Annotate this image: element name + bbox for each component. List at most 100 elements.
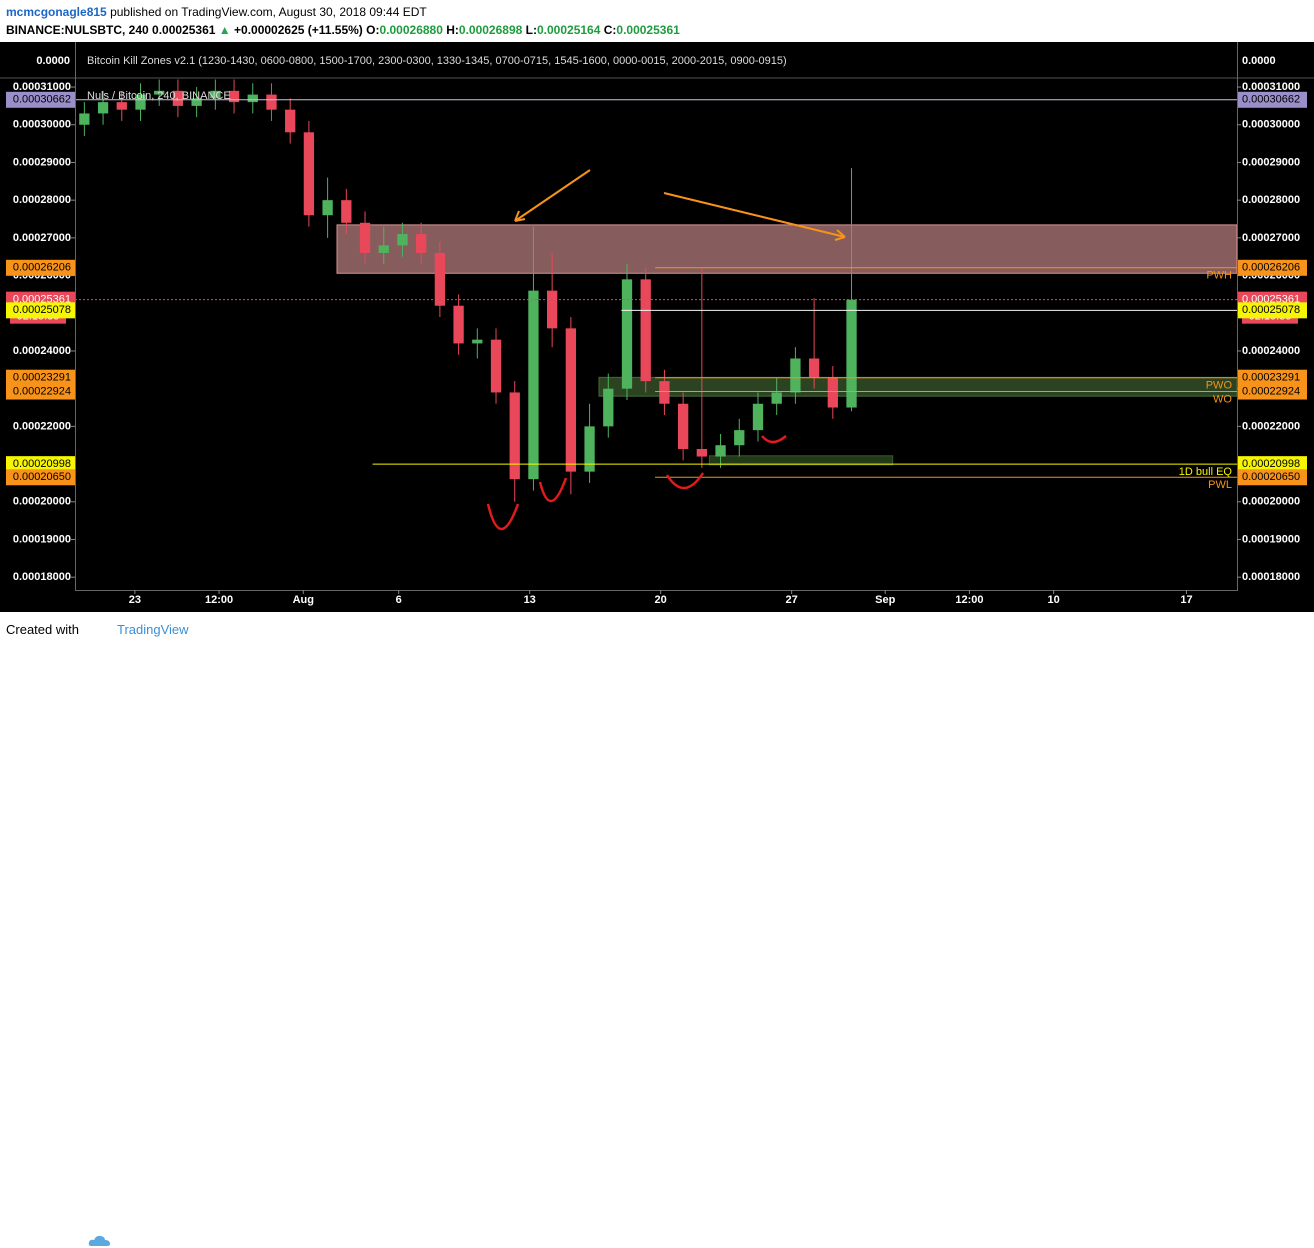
candle-body: [135, 94, 146, 110]
price-badge: [6, 369, 75, 386]
chart-background: [0, 42, 1314, 612]
ohlc-value: 0.00025164: [536, 23, 601, 37]
direction: ▲: [218, 23, 231, 37]
bottom-curve: [538, 477, 568, 503]
price-badge: [6, 91, 75, 108]
price-badge: [6, 383, 75, 400]
price-badge-label: 0.00020650: [1242, 471, 1300, 483]
price-badge-label: 0.00022924: [13, 385, 71, 397]
candle-body: [79, 113, 90, 125]
x-tick-label: 20: [655, 594, 667, 606]
candle-body: [528, 290, 539, 480]
candle-body: [771, 392, 782, 404]
bottom-curve: [486, 503, 520, 530]
price-badge: [1238, 369, 1307, 386]
x-tick-label: Aug: [293, 594, 314, 606]
published: published on TradingView.com, August 30,…: [110, 5, 427, 19]
candle-body: [752, 403, 764, 431]
price-badge-label: 0.00026206: [1242, 262, 1300, 274]
candle-body: [640, 279, 651, 382]
y-tick-label: 0.00028000: [13, 194, 71, 206]
candle-body: [285, 109, 296, 133]
price-badge-label: 0.00020650: [13, 471, 71, 483]
candle-body: [715, 445, 726, 457]
legend: Nuls / Bitcoin, 240, BINANCE: [87, 90, 231, 102]
y-tick-label: 0.00020000: [13, 496, 71, 508]
candle-body: [434, 252, 446, 306]
candle-body: [453, 305, 464, 344]
candle-body: [734, 430, 745, 446]
candle-body: [303, 132, 315, 216]
brand[interactable]: TradingView: [117, 622, 189, 637]
price-badge: [1238, 91, 1307, 108]
candle-body: [228, 90, 240, 103]
last-price: 0.00025361: [152, 23, 216, 37]
publish-line: mcmcgonagle815 published on TradingView.…: [6, 5, 427, 19]
y-tick-label: 0.00031000: [1242, 81, 1300, 93]
ohlc-value: 0.00026898: [458, 23, 523, 37]
arrow-head: [834, 229, 846, 241]
zone: [336, 224, 1237, 274]
author[interactable]: mcmcgonagle815: [6, 5, 107, 19]
price-badge: [6, 469, 75, 486]
candle-body: [696, 448, 707, 457]
footer: Created with TradingView: [0, 612, 1314, 1246]
ohlc-value: 0.00026880: [379, 23, 443, 37]
annotations: [486, 169, 846, 530]
price-badge-label: 0.00023291: [1242, 372, 1300, 384]
y-tick-label: 0.00028000: [1242, 194, 1300, 206]
price-badge: [6, 302, 75, 319]
y-tick-label: 0.00029000: [13, 156, 71, 168]
candle-body: [97, 102, 109, 114]
x-tick-label: 27: [786, 594, 798, 606]
price-badge-label: 0.00025078: [13, 304, 71, 316]
candle-body: [247, 94, 258, 103]
price-badge: [1238, 383, 1307, 400]
candle-body: [210, 90, 221, 99]
candle-body: [397, 234, 408, 246]
bottom-curve: [761, 435, 787, 444]
header: mcmcgonagle815 published on TradingView.…: [0, 0, 1314, 42]
candle-body: [341, 200, 352, 223]
y-tick-label: 0.00027000: [13, 232, 71, 244]
candle-body: [790, 358, 801, 393]
price-badge-label: 0.00023291: [13, 372, 71, 384]
candle-body: [827, 377, 838, 408]
y-tick-label: 0.00022000: [1242, 420, 1300, 432]
x-tick-label: 17: [1180, 594, 1192, 606]
x-tick-label: 10: [1047, 594, 1059, 606]
y-tick-label: 0.00030000: [13, 119, 71, 131]
price-badge: [6, 259, 75, 276]
created-with: Created with: [6, 622, 79, 637]
candle-body: [584, 426, 595, 472]
candle-body: [565, 328, 577, 472]
y-tick-label: 0.00024000: [13, 345, 71, 357]
y-tick-label: 0.00019000: [1242, 533, 1300, 545]
y-tick-label: 0.00027000: [1242, 232, 1300, 244]
candle-body: [603, 388, 614, 427]
candle-body: [322, 200, 333, 216]
y-tick-label: 0.00030000: [1242, 119, 1300, 131]
price-badge: [1238, 456, 1307, 473]
candle-body: [547, 290, 558, 329]
candle-body: [154, 90, 165, 95]
candle-body: [846, 299, 857, 408]
x-tick-label: 12:00: [955, 594, 983, 606]
ohlc-label: C:: [603, 23, 617, 37]
price-badge-label: 0.00030662: [1242, 94, 1300, 106]
price-badge: [1238, 469, 1307, 486]
pane-tick: 0.0000: [36, 55, 70, 67]
y-tick-label: 0.00031000: [13, 81, 71, 93]
y-tick-label: 0.00018000: [1242, 571, 1300, 583]
level-name: WO: [1213, 393, 1232, 405]
arrow: [514, 169, 591, 222]
x-tick-label: 12:00: [205, 594, 233, 606]
candle-body: [472, 339, 483, 344]
symbol: BINANCE:NULSBTC, 240: [6, 23, 149, 37]
arrow: [663, 192, 846, 238]
ohlc-label: H:: [446, 23, 459, 37]
ohlc-label: O:: [366, 23, 380, 37]
candle-body: [116, 102, 127, 110]
